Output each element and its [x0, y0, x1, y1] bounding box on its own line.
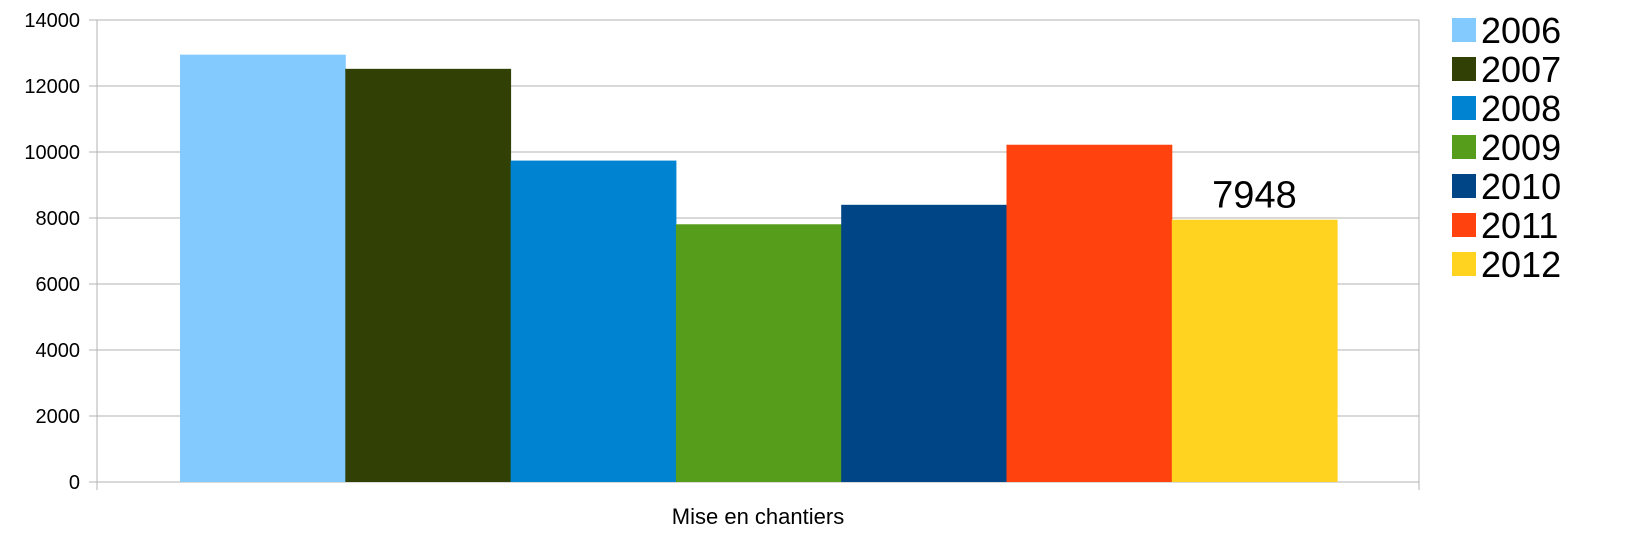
bar-2006 — [180, 54, 346, 483]
y-tick-label: 8000 — [36, 208, 81, 230]
y-tick-label: 6000 — [36, 274, 81, 296]
legend-label-2010: 2010 — [1481, 166, 1561, 207]
legend-label-2007: 2007 — [1481, 49, 1561, 90]
y-tick-label: 10000 — [24, 142, 80, 164]
data-label-2012: 7948 — [1212, 175, 1297, 217]
x-category-label: Mise en chantiers — [672, 504, 844, 529]
data-labels: 7948 — [1212, 175, 1297, 217]
bar-2012 — [1171, 219, 1338, 482]
legend-swatch-2007 — [1452, 57, 1476, 81]
bar-2011 — [1006, 144, 1173, 483]
bar-2007 — [345, 68, 512, 482]
legend-swatch-2008 — [1452, 96, 1476, 120]
legend-swatch-2012 — [1452, 252, 1476, 276]
legend-swatch-2010 — [1452, 174, 1476, 198]
legend-swatch-2009 — [1452, 135, 1476, 159]
legend-label-2008: 2008 — [1481, 88, 1561, 129]
legend-swatch-2011 — [1452, 213, 1476, 237]
legend-label-2006: 2006 — [1481, 10, 1561, 51]
y-tick-label: 4000 — [36, 340, 81, 362]
legend-label-2011: 2011 — [1481, 205, 1558, 246]
y-tick-label: 14000 — [24, 10, 80, 32]
y-tick-label: 12000 — [24, 76, 80, 98]
bar-2010 — [841, 204, 1007, 483]
legend-swatch-2006 — [1452, 18, 1476, 42]
y-axis-ticks: 0 2000 4000 6000 8000 10000 12000 14000 — [24, 10, 80, 494]
bar-2008 — [510, 160, 677, 482]
bars — [180, 54, 1338, 483]
bar-2009 — [675, 224, 842, 482]
legend-label-2012: 2012 — [1481, 244, 1561, 285]
x-axis: Mise en chantiers — [96, 20, 1420, 529]
y-tick-label: 2000 — [36, 406, 81, 428]
legend-label-2009: 2009 — [1481, 127, 1561, 168]
y-tick-label: 0 — [69, 472, 80, 494]
